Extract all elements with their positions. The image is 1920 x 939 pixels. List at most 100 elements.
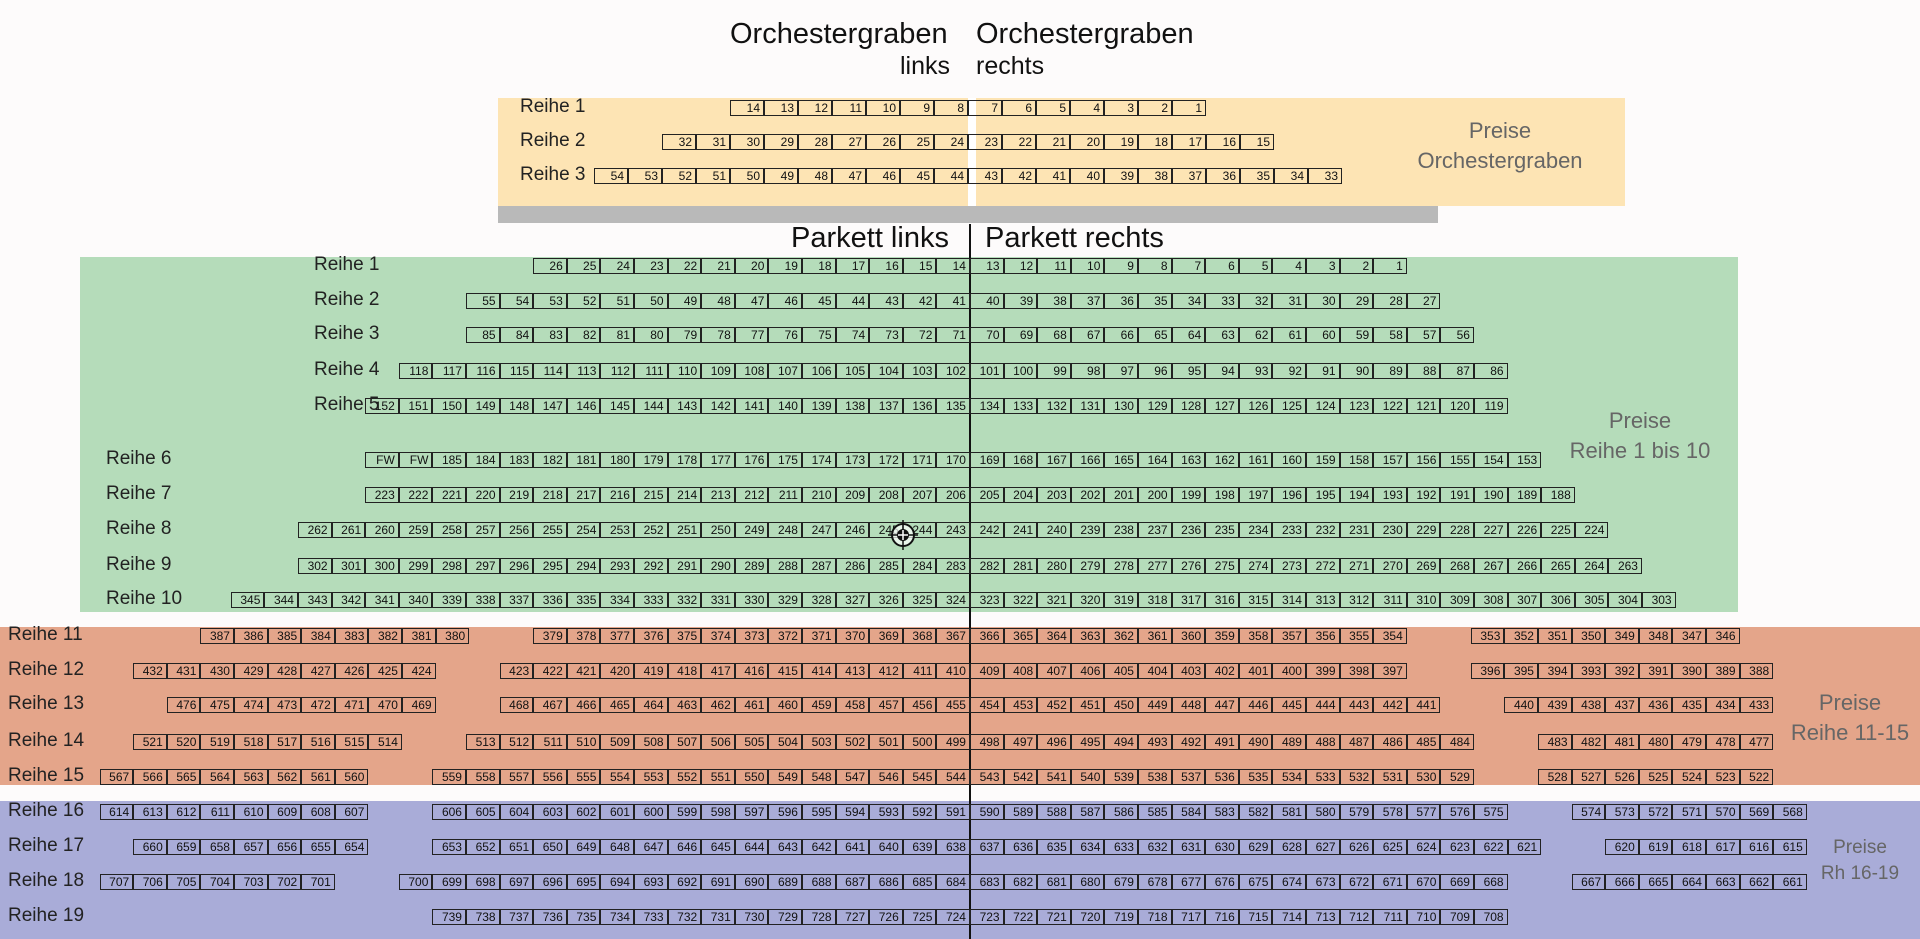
seat-85[interactable]: 85 [466, 327, 500, 343]
seat-169[interactable]: 169 [970, 452, 1004, 468]
seat-42[interactable]: 42 [902, 293, 937, 309]
seat-297[interactable]: 297 [466, 558, 500, 574]
seat-145[interactable]: 145 [600, 398, 634, 414]
seat-222[interactable]: 222 [398, 487, 433, 503]
seat-201[interactable]: 201 [1104, 487, 1138, 503]
seat-584[interactable]: 584 [1171, 804, 1206, 820]
seat-507[interactable]: 507 [667, 734, 702, 750]
seat-50[interactable]: 50 [634, 293, 668, 309]
seat-263[interactable]: 263 [1608, 558, 1642, 574]
seat-168[interactable]: 168 [1003, 452, 1038, 468]
seat-292[interactable]: 292 [634, 558, 668, 574]
seat-472[interactable]: 472 [301, 697, 335, 713]
seat-8[interactable]: 8 [934, 100, 968, 116]
seat-597[interactable]: 597 [734, 804, 769, 820]
seat-433[interactable]: 433 [1739, 697, 1774, 713]
seat-7[interactable]: 7 [968, 100, 1002, 116]
seat-24[interactable]: 24 [934, 134, 968, 150]
seat-238[interactable]: 238 [1104, 522, 1138, 538]
seat-323[interactable]: 323 [970, 592, 1004, 608]
seat-467[interactable]: 467 [533, 697, 567, 713]
seat-605[interactable]: 605 [466, 804, 500, 820]
seat-287[interactable]: 287 [802, 558, 836, 574]
seat-321[interactable]: 321 [1037, 592, 1071, 608]
seat-350[interactable]: 350 [1571, 628, 1606, 644]
seat-27[interactable]: 27 [1406, 293, 1441, 309]
seat-397[interactable]: 397 [1373, 663, 1407, 679]
seat-300[interactable]: 300 [365, 558, 399, 574]
seat-68[interactable]: 68 [1037, 327, 1071, 343]
seat-540[interactable]: 540 [1070, 769, 1105, 785]
seat-416[interactable]: 416 [734, 663, 769, 679]
seat-127[interactable]: 127 [1205, 398, 1239, 414]
seat-384[interactable]: 384 [301, 628, 335, 644]
seat-562[interactable]: 562 [267, 769, 302, 785]
seat-411[interactable]: 411 [902, 663, 937, 679]
seat-721[interactable]: 721 [1037, 909, 1071, 925]
seat-582[interactable]: 582 [1238, 804, 1273, 820]
seat-232[interactable]: 232 [1306, 522, 1340, 538]
seat-434[interactable]: 434 [1706, 697, 1740, 713]
seat-109[interactable]: 109 [701, 363, 735, 379]
seat-86[interactable]: 86 [1474, 363, 1508, 379]
seat-12[interactable]: 12 [798, 100, 832, 116]
seat-205[interactable]: 205 [970, 487, 1004, 503]
seat-149[interactable]: 149 [466, 398, 500, 414]
seat-728[interactable]: 728 [802, 909, 836, 925]
seat-40[interactable]: 40 [1070, 168, 1104, 184]
seat-641[interactable]: 641 [835, 839, 870, 855]
seat-375[interactable]: 375 [667, 628, 702, 644]
seat-717[interactable]: 717 [1171, 909, 1206, 925]
seat-35[interactable]: 35 [1240, 168, 1274, 184]
seat-443[interactable]: 443 [1339, 697, 1374, 713]
seat-87[interactable]: 87 [1440, 363, 1474, 379]
seat-509[interactable]: 509 [600, 734, 634, 750]
seat-369[interactable]: 369 [869, 628, 903, 644]
seat-318[interactable]: 318 [1138, 592, 1172, 608]
seat-542[interactable]: 542 [1003, 769, 1038, 785]
seat-69[interactable]: 69 [1003, 327, 1038, 343]
seat-301[interactable]: 301 [331, 558, 366, 574]
seat-697[interactable]: 697 [499, 874, 534, 890]
seat-739[interactable]: 739 [432, 909, 466, 925]
seat-308[interactable]: 308 [1474, 592, 1508, 608]
seat-367[interactable]: 367 [936, 628, 970, 644]
seat-163[interactable]: 163 [1171, 452, 1206, 468]
seat-210[interactable]: 210 [802, 487, 836, 503]
seat-94[interactable]: 94 [1205, 363, 1239, 379]
seat-415[interactable]: 415 [768, 663, 802, 679]
seat-571[interactable]: 571 [1672, 804, 1706, 820]
seat-235[interactable]: 235 [1205, 522, 1239, 538]
seat-348[interactable]: 348 [1638, 628, 1673, 644]
seat-346[interactable]: 346 [1706, 628, 1740, 644]
seat-231[interactable]: 231 [1339, 522, 1374, 538]
seat-481[interactable]: 481 [1605, 734, 1639, 750]
seat-448[interactable]: 448 [1171, 697, 1206, 713]
seat-313[interactable]: 313 [1306, 592, 1340, 608]
seat-54[interactable]: 54 [594, 168, 628, 184]
seat-14[interactable]: 14 [730, 100, 764, 116]
seat-447[interactable]: 447 [1205, 697, 1239, 713]
seat-599[interactable]: 599 [667, 804, 702, 820]
seat-561[interactable]: 561 [301, 769, 335, 785]
seat-704[interactable]: 704 [200, 874, 234, 890]
seat-183[interactable]: 183 [499, 452, 534, 468]
seat-699[interactable]: 699 [432, 874, 466, 890]
seat-66[interactable]: 66 [1104, 327, 1138, 343]
seat-233[interactable]: 233 [1272, 522, 1306, 538]
seat-29[interactable]: 29 [1339, 293, 1374, 309]
seat-451[interactable]: 451 [1070, 697, 1105, 713]
seat-33[interactable]: 33 [1308, 168, 1342, 184]
seat-255[interactable]: 255 [533, 522, 567, 538]
seat-713[interactable]: 713 [1306, 909, 1340, 925]
seat-368[interactable]: 368 [902, 628, 937, 644]
seat-602[interactable]: 602 [566, 804, 601, 820]
seat-598[interactable]: 598 [701, 804, 735, 820]
seat-402[interactable]: 402 [1205, 663, 1239, 679]
seat-534[interactable]: 534 [1272, 769, 1306, 785]
seat-298[interactable]: 298 [432, 558, 466, 574]
seat-335[interactable]: 335 [566, 592, 601, 608]
seat-549[interactable]: 549 [768, 769, 802, 785]
seat-14[interactable]: 14 [936, 258, 970, 274]
seat-131[interactable]: 131 [1070, 398, 1105, 414]
